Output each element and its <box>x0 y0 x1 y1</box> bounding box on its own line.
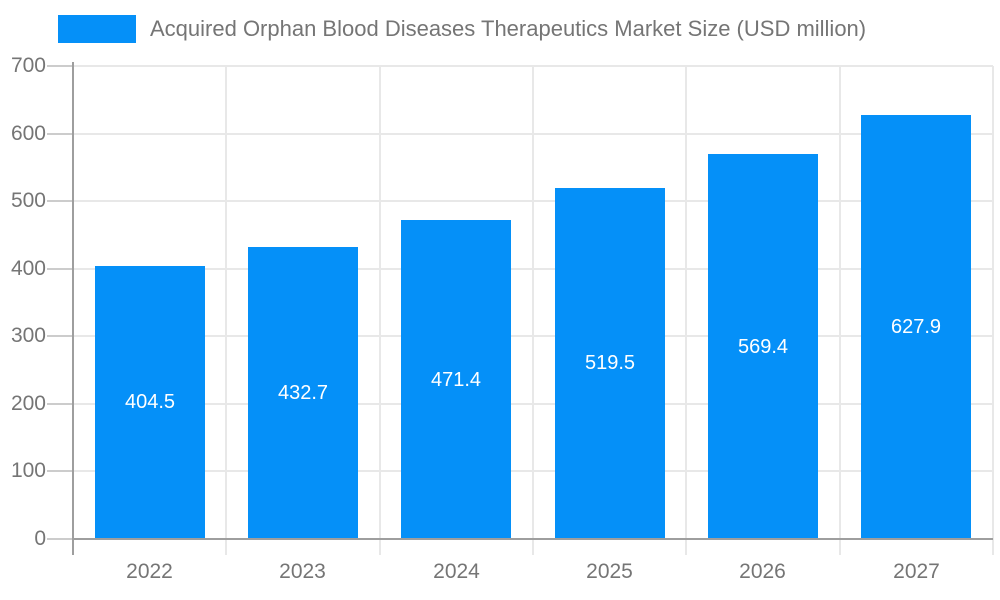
chart-legend: Acquired Orphan Blood Diseases Therapeut… <box>58 14 866 44</box>
y-tick-mark <box>47 335 73 338</box>
y-tick-label: 0 <box>34 527 46 550</box>
y-tick-label: 600 <box>10 121 46 145</box>
y-tick-label: 100 <box>10 459 46 483</box>
y-tick-label: 300 <box>10 324 46 348</box>
y-tick-mark <box>47 470 73 473</box>
bar <box>861 115 971 539</box>
y-tick-mark <box>47 402 73 405</box>
bar-value-label: 627.9 <box>890 316 942 338</box>
bar-value-label: 404.5 <box>124 391 176 413</box>
bar <box>248 247 358 539</box>
y-tick-mark <box>47 132 73 135</box>
bar-value-label: 519.5 <box>584 352 636 374</box>
x-gridline <box>992 66 994 555</box>
y-tick-label: 400 <box>10 256 46 280</box>
x-gridline <box>225 66 227 555</box>
y-tick-mark <box>47 538 73 540</box>
legend-swatch <box>58 15 136 43</box>
bar-value-label: 471.4 <box>430 369 482 391</box>
chart-title: Acquired Orphan Blood Diseases Therapeut… <box>150 16 867 41</box>
x-gridline <box>839 66 841 555</box>
x-axis-line <box>72 538 993 540</box>
bar-value-label: 432.7 <box>277 382 329 404</box>
x-tick-label: 2025 <box>586 560 633 583</box>
x-tick-label: 2023 <box>279 560 326 583</box>
x-tick-label: 2026 <box>739 560 786 583</box>
x-tick-label: 2027 <box>893 560 940 583</box>
x-tick-label: 2024 <box>433 560 480 583</box>
y-axis-line <box>72 62 74 555</box>
y-tick-mark <box>47 267 73 270</box>
bar <box>555 188 665 539</box>
bar <box>708 154 818 539</box>
y-tick-mark <box>47 200 73 203</box>
x-gridline <box>532 66 534 555</box>
bar <box>401 220 511 539</box>
y-tick-label: 700 <box>10 54 46 77</box>
y-tick-label: 200 <box>10 391 46 415</box>
x-tick-label: 2022 <box>126 560 173 583</box>
y-tick-label: 500 <box>10 189 46 213</box>
bar <box>95 266 205 539</box>
x-gridline <box>685 66 687 555</box>
y-tick-mark <box>47 65 73 67</box>
bar-value-label: 569.4 <box>737 336 789 358</box>
x-gridline <box>379 66 381 555</box>
